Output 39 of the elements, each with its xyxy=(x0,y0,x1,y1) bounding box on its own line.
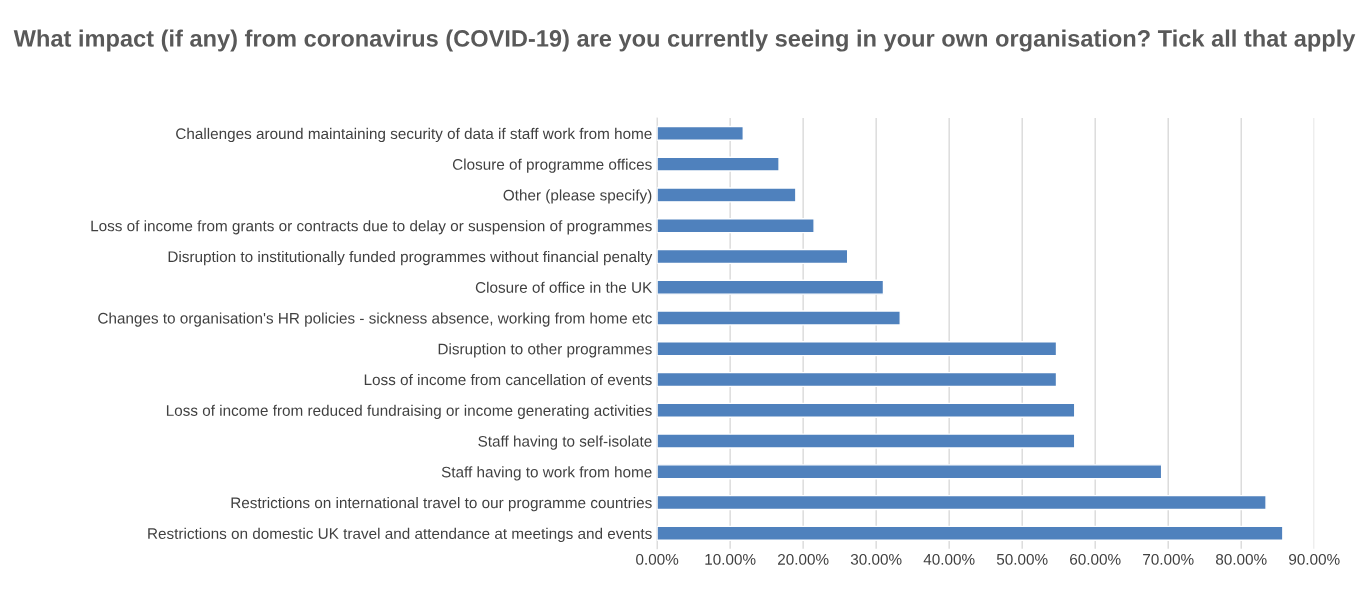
x-tick-label: 60.00% xyxy=(1070,553,1121,565)
y-tick-label: Staff having to work from home xyxy=(441,466,652,481)
y-tick-label: Challenges around maintaining security of data if staff work from home xyxy=(176,127,652,143)
y-tick-label: Disruption to institutionally funded programmes without financial penalty xyxy=(168,250,653,266)
bar xyxy=(657,310,901,326)
y-tick-label: Closure of office in the UK xyxy=(475,281,653,293)
bar xyxy=(657,494,1267,511)
x-tick-label: 20.00% xyxy=(778,553,829,565)
bar xyxy=(657,156,780,172)
y-tick-label: Loss of income from reduced fundraising or income generating activities xyxy=(166,404,652,419)
x-tick-label: 70.00% xyxy=(1143,553,1194,565)
y-tick-label: Restrictions on domestic UK travel and attendance at meetings and events xyxy=(148,527,652,543)
x-tick-label: 80.00% xyxy=(1215,553,1267,565)
y-tick-label: Loss of income from cancellation of events xyxy=(364,373,652,386)
x-tick-label: 40.00% xyxy=(923,553,975,565)
bar xyxy=(657,371,1058,388)
x-tick-label: 10.00% xyxy=(705,553,756,565)
bar xyxy=(657,248,849,265)
y-tick-label: Other (please specify) xyxy=(503,189,652,204)
bar xyxy=(657,187,797,203)
x-tick-label: 30.00% xyxy=(850,553,902,565)
bar xyxy=(657,125,744,141)
bar xyxy=(657,402,1076,418)
x-tick-label: 50.00% xyxy=(996,553,1048,565)
x-tick-label: 90.00% xyxy=(1289,553,1340,565)
chart-title: What impact (if any) from coronavirus (COVID-19) are you currently seeing in your own organisation? Tick all that apply xyxy=(13,29,1356,52)
x-tick-label: 0.00% xyxy=(636,553,679,565)
y-tick-label: Loss of income from grants or contracts due to delay or suspension of programmes xyxy=(91,220,652,235)
bar xyxy=(657,525,1284,541)
y-tick-label: Restrictions on international travel to our programme countries xyxy=(231,497,652,512)
y-tick-label: Disruption to other programmes xyxy=(438,343,652,358)
bar xyxy=(657,279,885,295)
y-tick-label: Closure of programme offices xyxy=(452,158,652,173)
bar xyxy=(657,433,1076,449)
bar xyxy=(657,341,1058,357)
bar xyxy=(657,464,1163,480)
y-tick-label: Changes to organisation's HR policies - sickness absence, working from home etc xyxy=(98,312,652,327)
bar xyxy=(657,218,815,234)
y-tick-label: Staff having to self-isolate xyxy=(478,435,652,450)
